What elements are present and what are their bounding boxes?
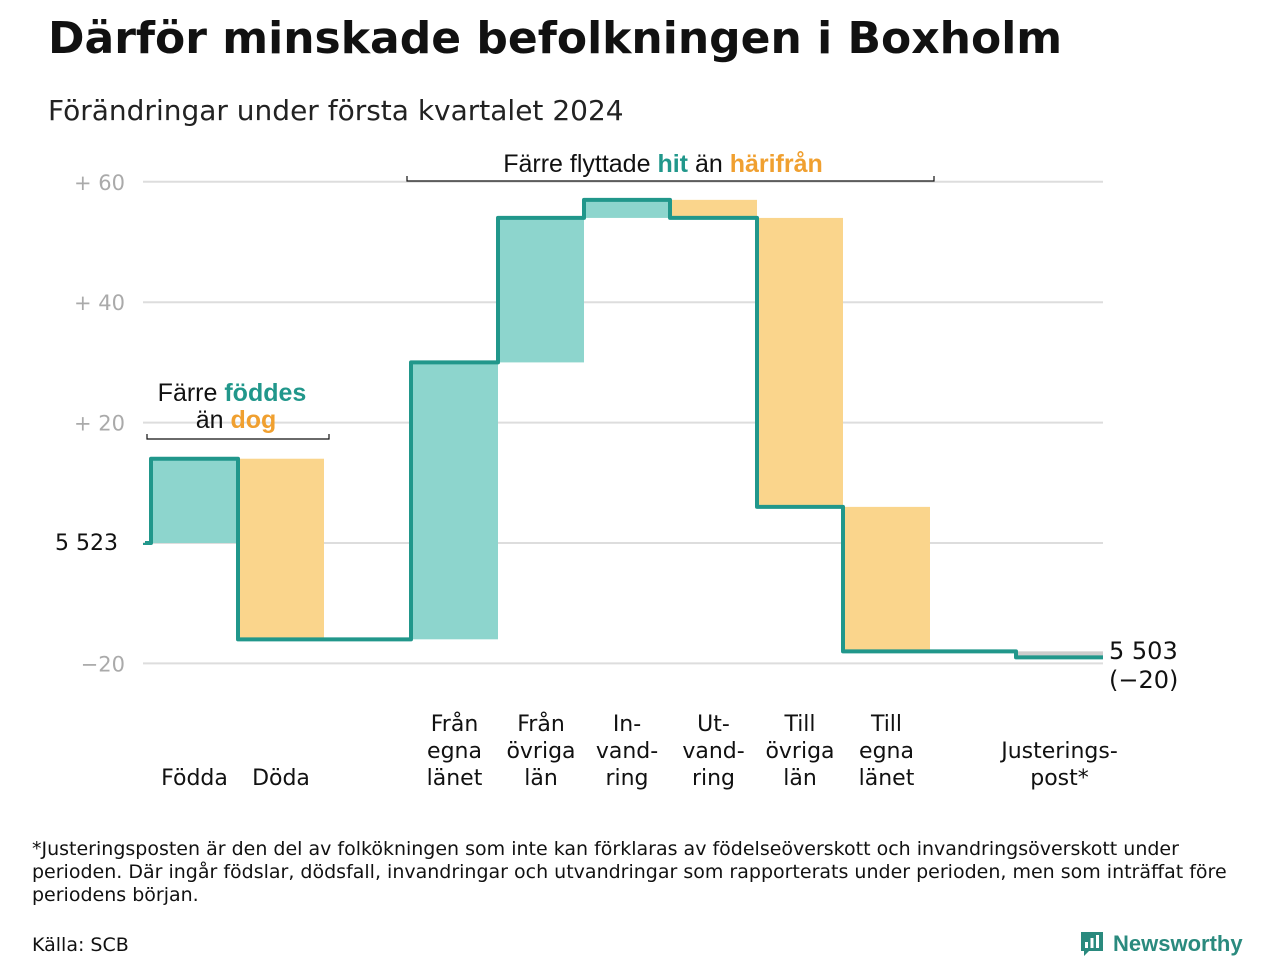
annotation-bracket	[406, 176, 935, 182]
bars	[151, 199, 1103, 658]
newsworthy-logo[interactable]: Newsworthy	[1079, 927, 1243, 961]
bar-inflow	[411, 362, 498, 640]
annotation-line2: än dog	[196, 406, 277, 434]
end-change-label: (−20)	[1109, 666, 1178, 694]
source-note: Källa: SCB	[32, 934, 129, 956]
y-tick-label: −20	[81, 652, 125, 676]
bar-inflow	[151, 458, 238, 543]
category-label: Födda	[161, 766, 228, 791]
annotation-migration: Färre flyttade hit än härifrån	[406, 150, 935, 182]
annotation-births-deaths: Färre föddes än dog	[146, 379, 330, 440]
category-labels: Födda Döda Från egna länet Från övriga län In-va…	[161, 711, 1118, 791]
category-label: In-vand-ring	[596, 712, 658, 791]
bar-adjustment	[1016, 651, 1103, 658]
brand-name: Newsworthy	[1113, 931, 1243, 956]
cumulative-step-line	[145, 197, 1103, 660]
y-tick-label: + 20	[74, 412, 125, 436]
chart-title: Därför minskade befolkningen i Boxholm	[48, 13, 1063, 64]
category-label: Från övriga län	[506, 711, 575, 791]
y-tick-label: + 40	[74, 291, 125, 315]
y-tick-label: + 60	[74, 171, 125, 195]
category-label: Döda	[252, 766, 310, 791]
end-value-label: 5 503	[1109, 637, 1178, 665]
category-label: Ut-vand-ring	[682, 712, 744, 791]
waterfall-chart: + 60 + 40 + 20 −20 Födda Döda Från egna länet Fr…	[55, 150, 1178, 791]
chart-subtitle: Förändringar under första kvartalet 2024	[48, 94, 624, 127]
start-value-label: 5 523	[55, 531, 118, 556]
bar-outflow	[238, 458, 324, 640]
footnote: *Justeringsposten är den del av folkökni…	[32, 838, 1227, 906]
category-label: Till övriga län	[765, 712, 834, 791]
bar-inflow	[498, 217, 584, 363]
annotation-highlight-outflow: dog	[230, 406, 276, 434]
annotation-highlight-inflow: hit	[657, 150, 688, 178]
bar-outflow	[757, 217, 843, 507]
bar-outflow	[843, 506, 930, 652]
category-label: Från egna länet	[427, 711, 483, 791]
bar-outflow	[670, 199, 757, 218]
annotation-highlight-inflow: föddes	[224, 379, 306, 407]
annotation-line1: Färre föddes	[158, 379, 307, 407]
category-label: Justerings-post*	[999, 739, 1118, 791]
y-axis: + 60 + 40 + 20 −20	[74, 171, 125, 677]
annotation-highlight-outflow: härifrån	[730, 150, 823, 178]
bar-inflow	[584, 199, 670, 218]
annotation-bracket	[146, 434, 330, 440]
newsworthy-icon	[1081, 932, 1103, 956]
cumulative-line	[143, 197, 1103, 660]
category-label: Till egna länet	[859, 712, 915, 791]
annotation-migration-text: Färre flyttade hit än härifrån	[503, 150, 823, 178]
